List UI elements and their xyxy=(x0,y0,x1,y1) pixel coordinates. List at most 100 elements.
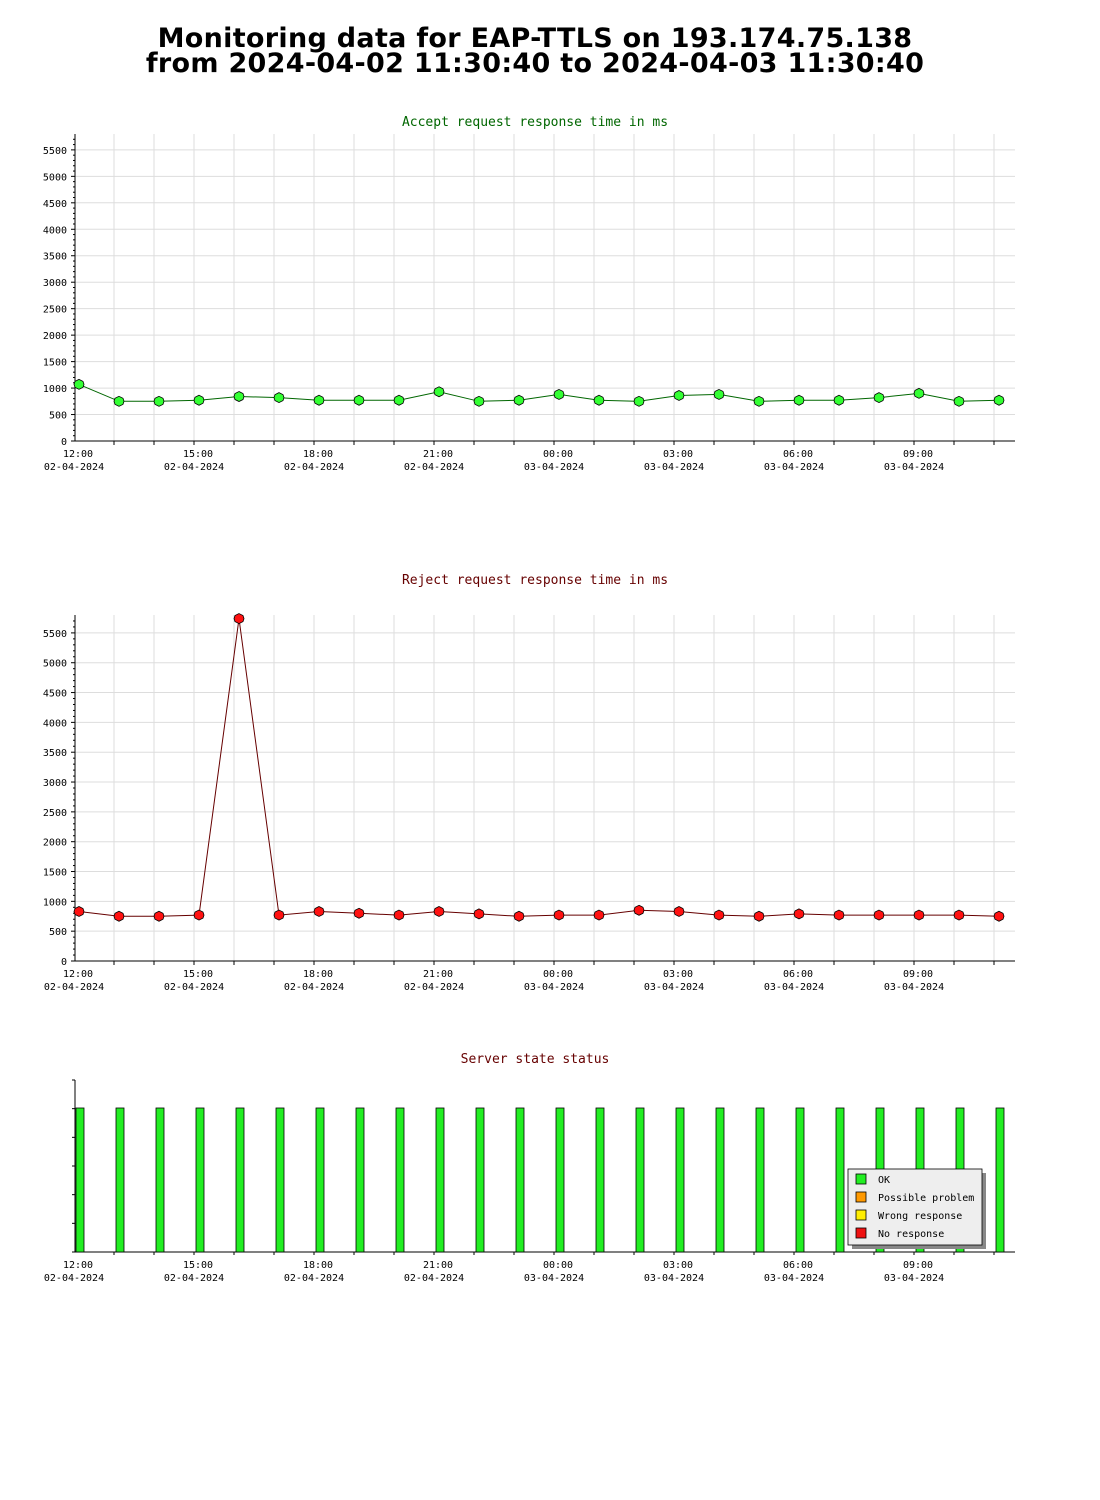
y-tick-label: 4500 xyxy=(43,689,67,700)
x-tick-label-date: 03-04-2024 xyxy=(524,462,584,473)
chart-title: Server state status xyxy=(461,1052,610,1067)
page-title-line-2: from 2024-04-02 11:30:40 to 2024-04-03 1… xyxy=(145,48,925,79)
y-tick-label: 2500 xyxy=(43,305,67,316)
data-point xyxy=(753,910,765,922)
x-tick-label-date: 03-04-2024 xyxy=(524,1273,584,1284)
x-tick-label-time: 18:00 xyxy=(303,969,333,980)
data-point xyxy=(873,909,885,921)
x-tick-label-date: 03-04-2024 xyxy=(644,462,704,473)
y-tick-label: 500 xyxy=(49,927,67,938)
status-bar xyxy=(755,1107,765,1253)
data-point xyxy=(73,906,85,917)
x-tick-label-date: 03-04-2024 xyxy=(524,982,584,993)
data-point xyxy=(553,909,565,921)
y-tick-label: 2000 xyxy=(43,838,67,849)
data-point xyxy=(193,394,205,406)
legend-box xyxy=(847,1168,983,1246)
grid xyxy=(75,615,1015,961)
y-tick-label: 5000 xyxy=(43,659,67,670)
x-tick-label-time: 12:00 xyxy=(63,969,93,980)
status-bar xyxy=(395,1107,405,1253)
y-tick-label: 3000 xyxy=(43,278,67,289)
x-tick-label-time: 09:00 xyxy=(903,969,933,980)
x-tick-label-date: 03-04-2024 xyxy=(764,462,824,473)
data-point xyxy=(273,392,285,404)
series-line xyxy=(78,383,1000,402)
data-point xyxy=(313,906,325,917)
x-tick-label-date: 02-04-2024 xyxy=(284,1273,344,1284)
x-tick-label-time: 12:00 xyxy=(63,1260,93,1271)
status-bar xyxy=(75,1107,85,1253)
data-point xyxy=(153,910,165,922)
page-title-line-1: Monitoring data for EAP-TTLS on 193.174.… xyxy=(157,23,913,54)
legend-swatch xyxy=(855,1227,867,1239)
status-bar xyxy=(235,1107,245,1253)
data-point xyxy=(993,910,1005,922)
status-bar xyxy=(355,1107,365,1253)
data-point xyxy=(513,910,525,922)
x-tick-label-time: 18:00 xyxy=(303,449,333,460)
data-point xyxy=(913,387,925,399)
y-tick-label: 1000 xyxy=(43,897,67,908)
x-tick-label-date: 02-04-2024 xyxy=(44,982,104,993)
x-tick-label-time: 09:00 xyxy=(903,449,933,460)
data-point xyxy=(113,395,125,407)
x-tick-label-time: 15:00 xyxy=(183,969,213,980)
legend-label: No response xyxy=(878,1229,944,1240)
status-bar xyxy=(795,1107,805,1253)
x-tick-label-time: 18:00 xyxy=(303,1260,333,1271)
chart-title: Accept request response time in ms xyxy=(402,115,668,130)
data-point xyxy=(713,909,725,921)
data-point xyxy=(353,907,365,919)
status-bar xyxy=(115,1107,125,1253)
y-tick-label: 0 xyxy=(61,437,67,448)
status-bar xyxy=(595,1107,605,1253)
status-bar xyxy=(275,1107,285,1253)
status-bar xyxy=(515,1107,525,1253)
data-point xyxy=(833,909,845,921)
y-tick-label: 5500 xyxy=(43,629,67,640)
x-tick-label-time: 00:00 xyxy=(543,1260,573,1271)
chart-3: Server state status 12:00 02-04-2024 15:00 0… xyxy=(44,1052,1015,1284)
legend-label: OK xyxy=(878,1175,890,1186)
x-tick-label-date: 02-04-2024 xyxy=(284,982,344,993)
y-tick-label: 5500 xyxy=(43,146,67,157)
data-point xyxy=(513,394,525,406)
x-tick-label-date: 03-04-2024 xyxy=(884,462,944,473)
legend-swatch xyxy=(855,1209,867,1221)
y-tick-label: 3000 xyxy=(43,778,67,789)
data-point xyxy=(833,394,845,406)
page-title: Monitoring data for EAP-TTLS on 193.174.… xyxy=(0,23,1070,79)
x-tick-label-date: 03-04-2024 xyxy=(644,1273,704,1284)
x-tick-label-date: 03-04-2024 xyxy=(884,1273,944,1284)
x-tick-label-time: 03:00 xyxy=(663,1260,693,1271)
data-point xyxy=(953,395,965,407)
data-point xyxy=(593,909,605,921)
x-tick-label-time: 15:00 xyxy=(183,1260,213,1271)
x-tick-label-time: 00:00 xyxy=(543,969,573,980)
data-point xyxy=(113,910,125,922)
y-tick-label: 500 xyxy=(49,411,67,422)
x-tick-label-time: 21:00 xyxy=(423,1260,453,1271)
data-point xyxy=(873,392,885,404)
data-point xyxy=(273,909,285,921)
grid xyxy=(75,134,1015,441)
y-tick-label: 4000 xyxy=(43,718,67,729)
status-bar xyxy=(715,1107,725,1253)
y-tick-label: 2500 xyxy=(43,808,67,819)
data-point xyxy=(633,904,645,916)
data-point xyxy=(913,909,925,921)
status-bar xyxy=(155,1107,165,1253)
x-tick-label-time: 21:00 xyxy=(423,449,453,460)
data-point xyxy=(953,909,965,921)
x-tick-label-date: 02-04-2024 xyxy=(164,982,224,993)
status-bar xyxy=(675,1107,685,1253)
status-bar xyxy=(835,1107,845,1253)
x-tick-label-time: 00:00 xyxy=(543,449,573,460)
x-tick-label-time: 15:00 xyxy=(183,449,213,460)
data-point xyxy=(793,908,805,920)
x-tick-label-time: 06:00 xyxy=(783,1260,813,1271)
data-point xyxy=(793,394,805,406)
status-bar xyxy=(995,1107,1005,1253)
